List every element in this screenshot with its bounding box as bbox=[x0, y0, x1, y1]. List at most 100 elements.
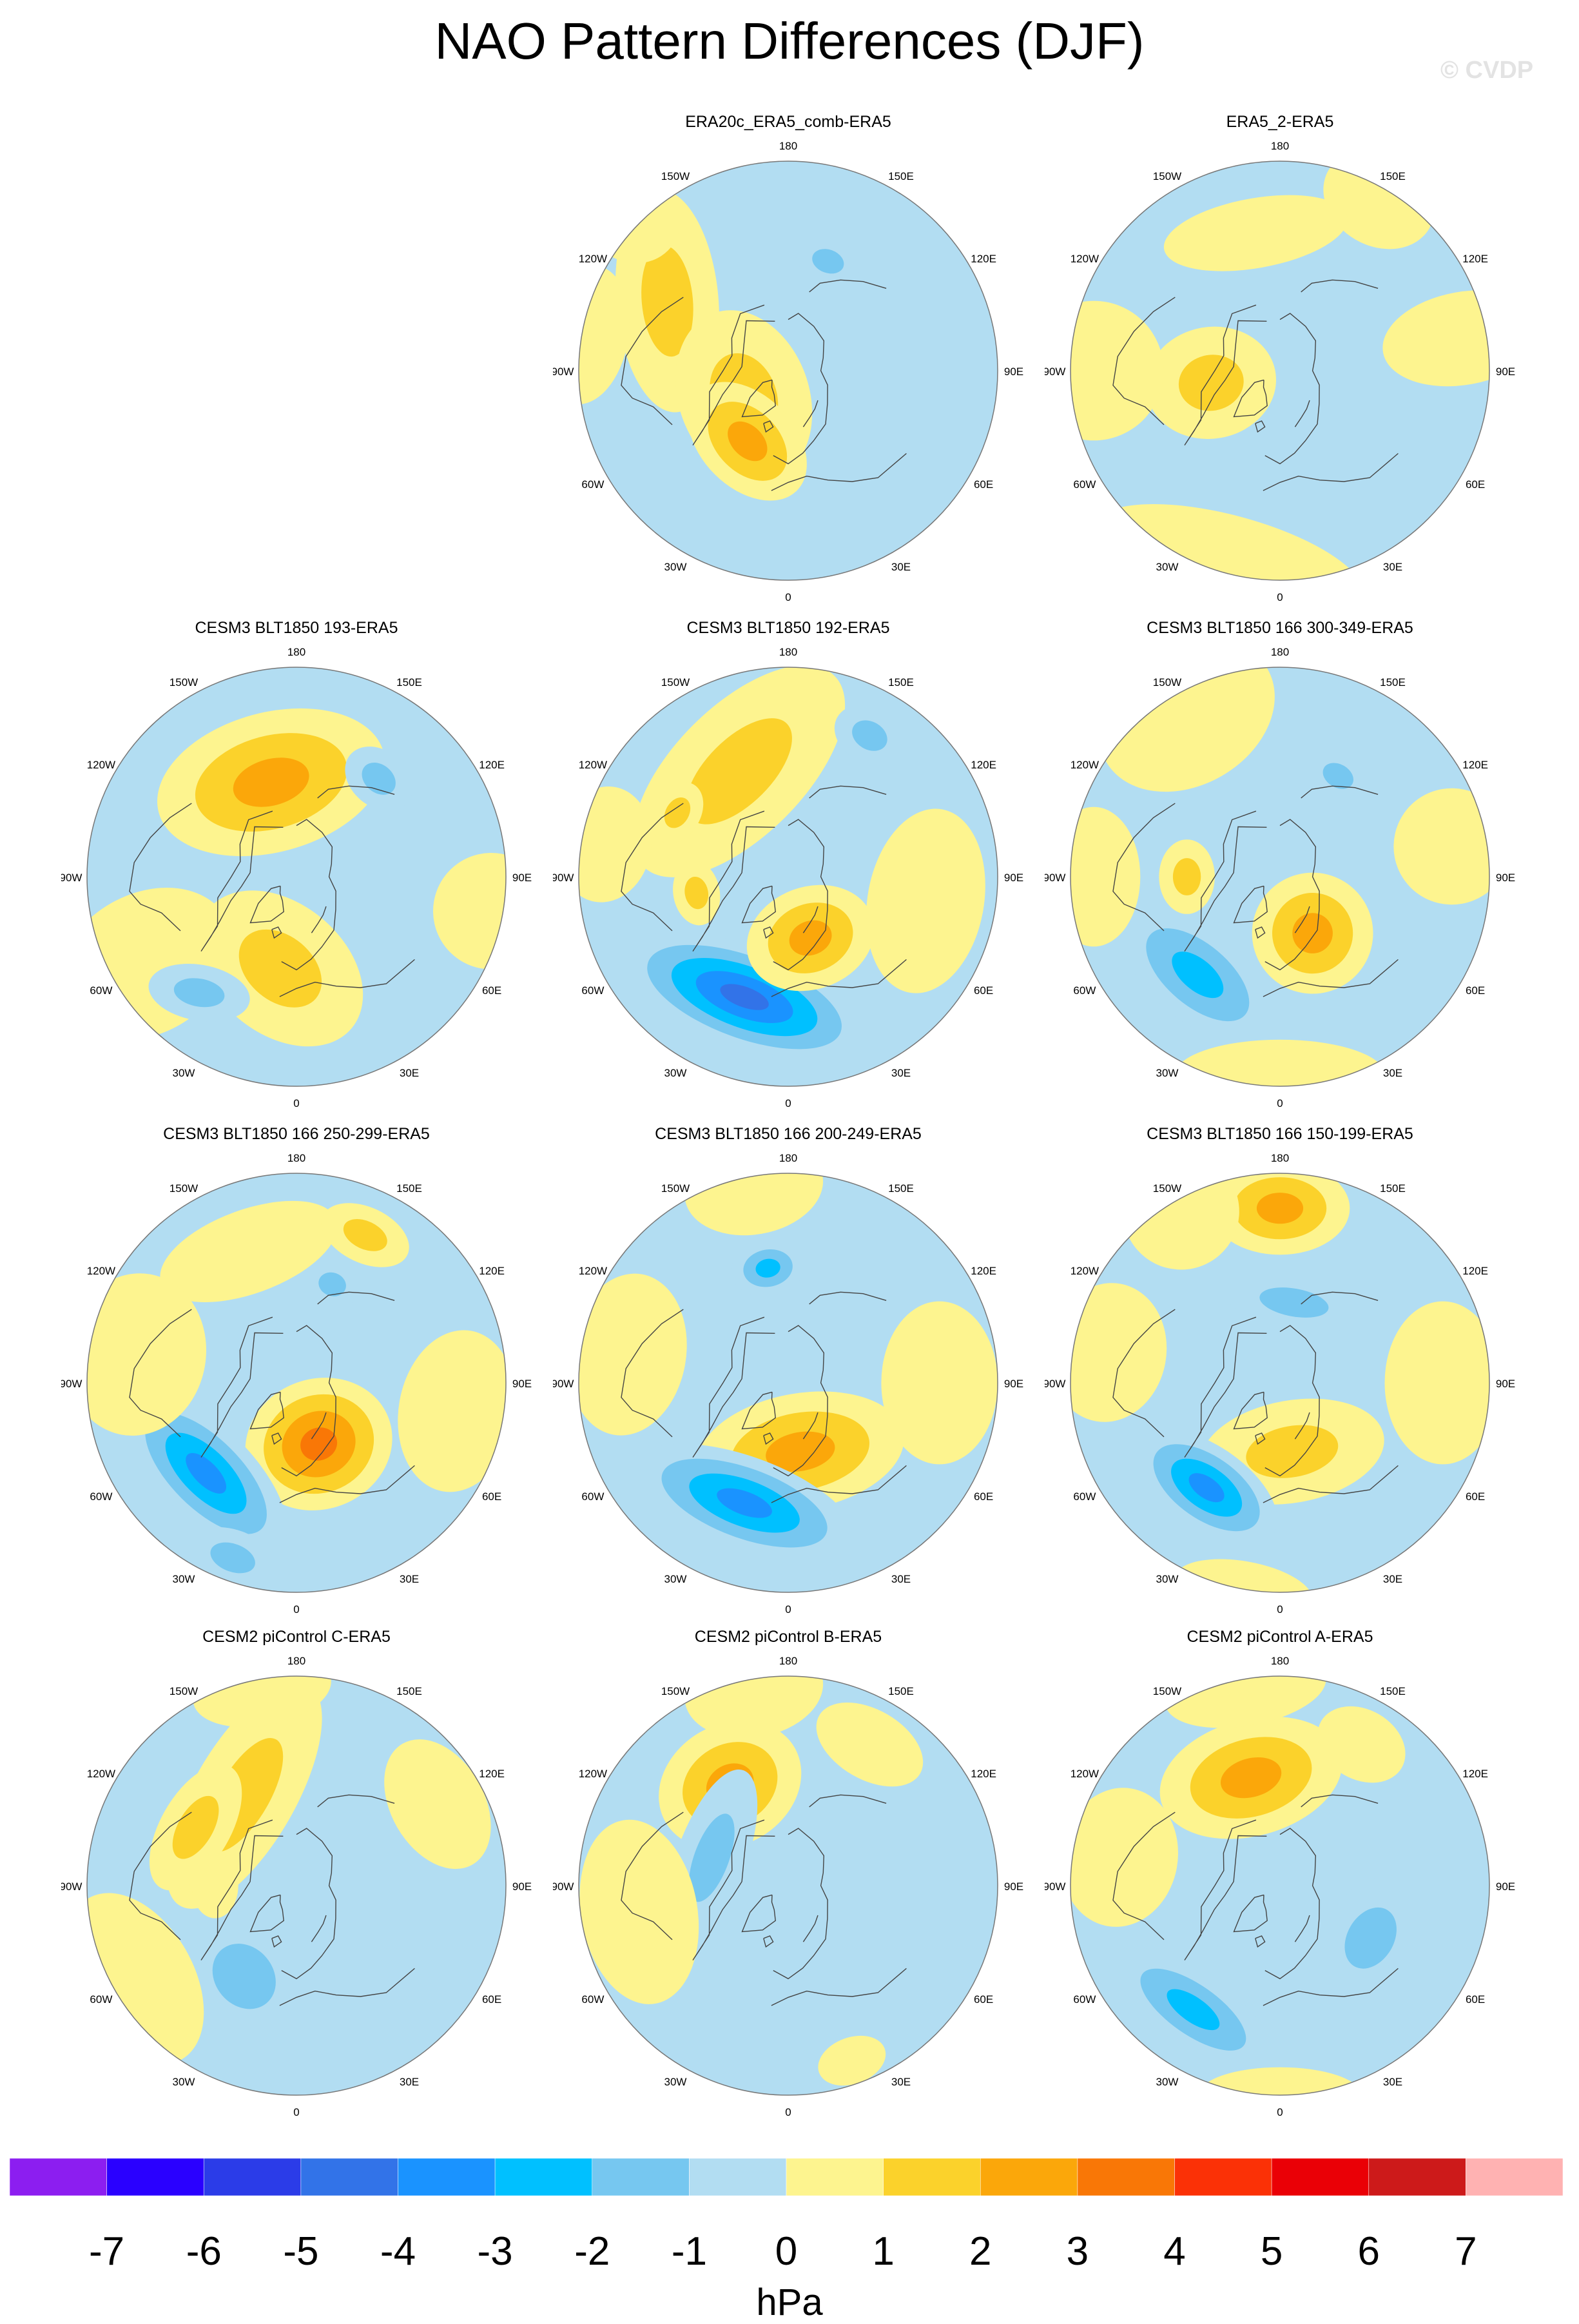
coastline bbox=[1301, 1794, 1379, 1808]
map-panel: ERA20c_ERA5_comb-ERA5 180 150E 120E 90E 60E 30… bbox=[553, 113, 1023, 616]
longitude-label: 60W bbox=[90, 984, 112, 997]
longitude-label: 120E bbox=[1462, 1768, 1488, 1780]
polar-map: 180 150E 120E 90E 60E 30E 0 30W 60W 90W 120W 150W bbox=[1045, 1655, 1515, 2118]
map-boundary bbox=[86, 1173, 507, 1593]
longitude-label: 150W bbox=[1153, 676, 1181, 688]
longitude-label: 120E bbox=[479, 1768, 505, 1780]
longitude-label: 90E bbox=[1496, 1378, 1515, 1390]
coastline bbox=[279, 1968, 415, 2006]
anomaly-contour bbox=[1256, 1193, 1304, 1224]
colorbar-tick-label: 7 bbox=[1455, 2229, 1477, 2274]
longitude-label: 60E bbox=[1466, 1490, 1485, 1503]
anomaly-contour bbox=[1317, 1706, 1406, 1783]
longitude-label: 150E bbox=[396, 1182, 422, 1195]
anomaly-contour bbox=[1259, 1287, 1329, 1318]
longitude-label: 90W bbox=[553, 366, 574, 378]
anomaly-contour bbox=[186, 1452, 227, 1494]
coastline bbox=[809, 279, 887, 293]
colorbar-tick-label: -5 bbox=[283, 2229, 318, 2274]
anomaly-contour bbox=[1220, 1757, 1282, 1799]
coastline bbox=[763, 926, 774, 939]
coastline bbox=[200, 1316, 284, 1458]
anomaly-contour bbox=[1070, 300, 1164, 441]
longitude-label: 90E bbox=[512, 1378, 532, 1390]
coastline bbox=[129, 1811, 192, 1940]
longitude-label: 120W bbox=[87, 1768, 115, 1780]
longitude-label: 120E bbox=[971, 253, 996, 265]
panel-title: CESM2 piControl C-ERA5 bbox=[202, 1628, 391, 1646]
colorbar-swatch bbox=[689, 2158, 787, 2196]
coastline bbox=[271, 1935, 282, 1948]
longitude-label: 30E bbox=[1383, 2076, 1402, 2088]
longitude-label: 60W bbox=[581, 1993, 604, 2006]
coastline bbox=[802, 1915, 819, 1942]
longitude-label: 180 bbox=[1271, 1655, 1289, 1667]
longitude-label: 150W bbox=[661, 170, 690, 182]
anomaly-contour bbox=[1165, 1676, 1326, 1728]
coastline bbox=[621, 1309, 684, 1438]
anomaly-contour bbox=[688, 1813, 735, 1902]
map-panel: ERA5_2-ERA5 180 150E 120E 90E 60E 30E 0 30W 60W 90… bbox=[1045, 113, 1515, 616]
longitude-label: 90E bbox=[1004, 872, 1023, 884]
longitude-label: 90E bbox=[1496, 1880, 1515, 1893]
longitude-label: 150W bbox=[1153, 1182, 1181, 1195]
polar-map: 180 150E 120E 90E 60E 30E 0 30W 60W 90W 120W 150W bbox=[553, 140, 1023, 603]
longitude-label: 0 bbox=[785, 591, 791, 603]
colorbar-swatch bbox=[980, 2158, 1078, 2196]
coastline bbox=[802, 400, 819, 427]
colorbar-tick-label: 4 bbox=[1163, 2229, 1185, 2274]
anomaly-contour bbox=[684, 1676, 824, 1739]
longitude-label: 30W bbox=[173, 1573, 195, 1585]
longitude-label: 120W bbox=[1070, 1768, 1099, 1780]
map-boundary bbox=[1070, 1675, 1490, 2096]
longitude-label: 60W bbox=[581, 984, 604, 997]
coastline bbox=[1112, 1811, 1176, 1940]
longitude-label: 150E bbox=[888, 1182, 914, 1195]
coastline bbox=[249, 885, 284, 924]
watermark: © CVDP bbox=[1440, 57, 1534, 84]
coastline bbox=[1301, 1291, 1379, 1305]
longitude-label: 60W bbox=[90, 1993, 112, 2006]
map-panel: CESM3 BLT1850 193-ERA5 180 150E 120E 90E 60E 3… bbox=[61, 619, 532, 1122]
anomaly-contour bbox=[193, 1676, 331, 1728]
anomaly-contour bbox=[1246, 1425, 1339, 1478]
longitude-label: 30E bbox=[400, 1573, 419, 1585]
longitude-label: 90W bbox=[553, 1880, 574, 1893]
longitude-label: 0 bbox=[1277, 1097, 1283, 1109]
longitude-label: 30W bbox=[173, 2076, 195, 2088]
coastline bbox=[1263, 1465, 1399, 1503]
polar-map: 180 150E 120E 90E 60E 30E 0 30W 60W 90W 120W 150W bbox=[1045, 646, 1515, 1109]
coastline bbox=[692, 304, 775, 445]
coastline bbox=[1255, 420, 1266, 433]
coastline bbox=[279, 1465, 415, 1503]
longitude-label: 120W bbox=[87, 759, 115, 771]
coastline bbox=[271, 1432, 282, 1445]
colorbar-tick-label: 2 bbox=[969, 2229, 991, 2274]
coastline bbox=[692, 810, 775, 952]
anomaly-contour bbox=[1172, 952, 1224, 999]
colorbar-swatch bbox=[300, 2158, 398, 2196]
longitude-label: 180 bbox=[1271, 140, 1289, 152]
longitude-label: 180 bbox=[287, 646, 305, 658]
anomaly-contour bbox=[866, 808, 985, 993]
panel-title: CESM3 BLT1850 192-ERA5 bbox=[686, 619, 890, 637]
anomaly-contour bbox=[755, 1258, 780, 1278]
longitude-label: 60W bbox=[90, 1490, 112, 1503]
coastline bbox=[763, 1935, 774, 1948]
coastline bbox=[129, 1309, 192, 1438]
longitude-label: 180 bbox=[779, 1655, 797, 1667]
coastline bbox=[771, 959, 907, 997]
longitude-label: 30W bbox=[664, 1573, 687, 1585]
anomaly-contour bbox=[1382, 290, 1489, 387]
longitude-label: 30W bbox=[664, 1067, 687, 1079]
anomaly-contour bbox=[362, 762, 396, 795]
coastline bbox=[1294, 906, 1310, 933]
coastline bbox=[281, 1325, 336, 1477]
longitude-label: 90E bbox=[1496, 366, 1515, 378]
longitude-label: 30E bbox=[400, 1067, 419, 1079]
panel-title: CESM3 BLT1850 166 200-249-ERA5 bbox=[655, 1125, 922, 1143]
anomaly-contour bbox=[1167, 1989, 1220, 2031]
coastline bbox=[1255, 1935, 1266, 1948]
longitude-label: 30W bbox=[173, 1067, 195, 1079]
figure-title: NAO Pattern Differences (DJF) bbox=[434, 12, 1145, 70]
